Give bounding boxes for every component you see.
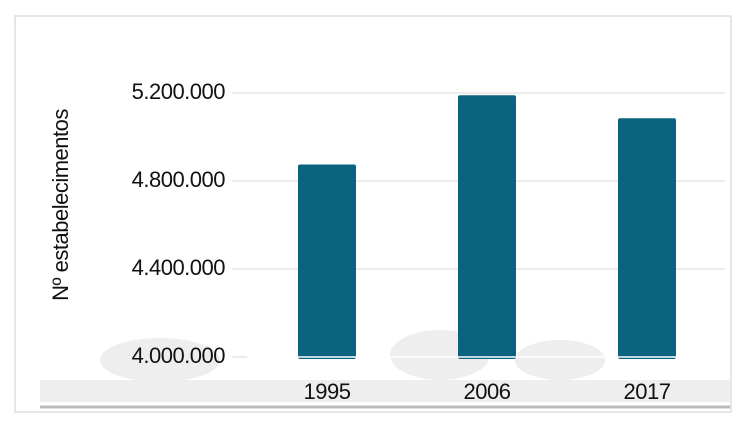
y-tick-label: 4.400.000 <box>132 255 226 280</box>
y-tick-label: 4.800.000 <box>132 167 226 192</box>
bar <box>618 118 676 359</box>
x-tick-label: 2017 <box>624 379 671 404</box>
y-tick-label: 5.200.000 <box>132 79 226 104</box>
x-tick-label: 2006 <box>464 379 511 404</box>
y-axis-label: Nº estabelecimentos <box>48 109 73 301</box>
y-tick-label: 4.000.000 <box>132 343 226 368</box>
background-silhouettes <box>40 330 730 402</box>
x-tick-label: 1995 <box>304 379 351 404</box>
bar <box>458 95 516 359</box>
bar <box>298 164 356 359</box>
plot-area: 4.000.000 4.400.000 4.800.000 5.200.000 1995… <box>132 79 727 404</box>
